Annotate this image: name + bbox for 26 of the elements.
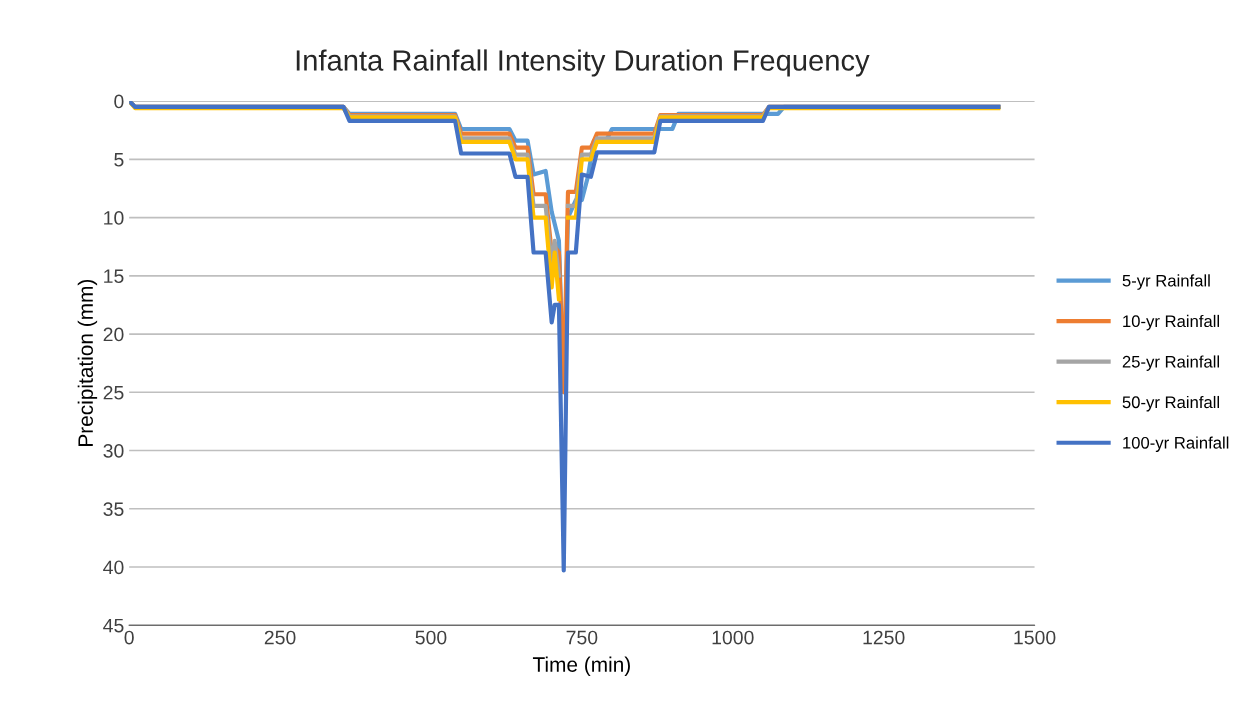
x-tick-label: 1000 xyxy=(712,630,754,645)
line-series xyxy=(129,101,1001,573)
legend-label: 5-yr Rainfall xyxy=(1122,274,1210,290)
y-tick-label: 15 xyxy=(104,269,124,284)
legend-label: 10-yr Rainfall xyxy=(1123,314,1220,331)
x-tick-label: 1250 xyxy=(863,630,905,645)
y-tick-label: 0 xyxy=(114,94,124,109)
y-tick-label: 40 xyxy=(103,560,124,575)
y-tick-label: 25 xyxy=(103,385,124,400)
legend-label: 25-yr Rainfall xyxy=(1122,355,1220,371)
x-tick-label: 750 xyxy=(566,630,598,645)
x-tick-label: 0 xyxy=(124,630,134,645)
x-tick-label: 500 xyxy=(415,630,447,645)
x-axis-title: Time (min) xyxy=(532,656,630,676)
y-axis-title: Precipitation (mm) xyxy=(77,279,98,446)
x-tick-label: 1500 xyxy=(1014,630,1056,645)
y-tick-label: 45 xyxy=(103,618,124,633)
y-tick-label: 30 xyxy=(103,444,124,458)
y-tick-label: 20 xyxy=(103,327,124,342)
y-tick-label: 5 xyxy=(114,152,124,167)
legend-label: 100-yr Rainfall xyxy=(1123,436,1229,453)
legend-label: 50-yr Rainfall xyxy=(1122,395,1220,412)
y-tick-label: 10 xyxy=(104,211,124,225)
y-tick-label: 35 xyxy=(103,502,124,517)
x-tick-label: 250 xyxy=(264,630,296,645)
chart-title: Infanta Rainfall Intensity Duration Frequency xyxy=(296,49,870,77)
